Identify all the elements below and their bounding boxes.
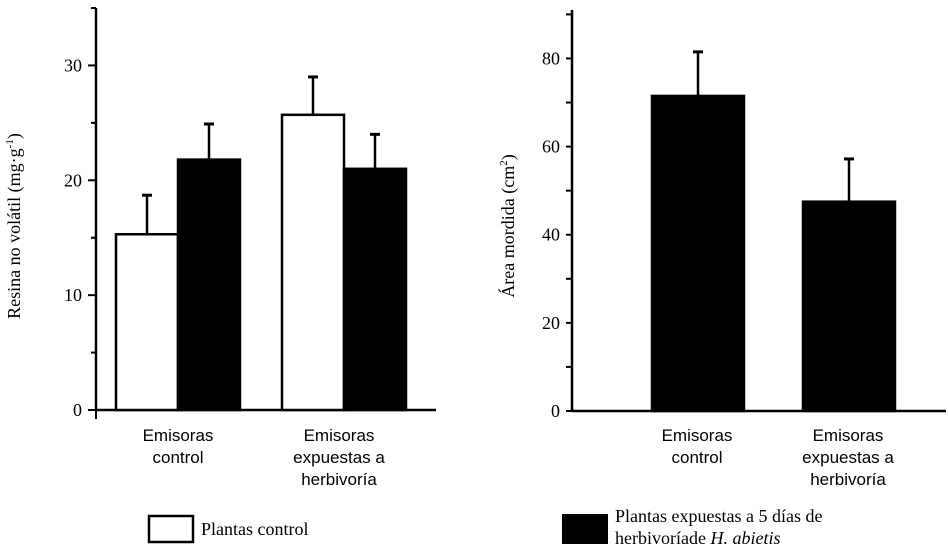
x-category-label: herbivoría [301,470,377,489]
x-category-label: Emisoras [304,426,375,445]
y-tick-label: 40 [542,225,560,245]
legend-label-herbivory-line1: Plantas expuestas a 5 días de [615,506,822,526]
bar [114,233,180,412]
y-axis-label-main: Resina no volátil (mg·g [4,148,25,318]
legend-label-herbivory-text: herbivoríade [615,528,710,548]
x-category-label: expuestas a [293,448,385,467]
bar [176,158,242,412]
y-axis-label: Resina no volátil (mg·g-1) [4,133,25,319]
bar [801,200,897,413]
legend-swatch-herbivory [562,514,608,544]
legend-label-herbivory-line2: herbivoríade H. abietis [615,528,780,548]
y-tick-label: 80 [542,48,560,68]
legend-label-control: Plantas control [201,519,308,539]
bar [280,113,346,412]
legends: Plantas control Plantas expuestas a 5 día… [147,506,822,548]
x-category-label: herbivoría [810,470,886,489]
y-axis-label: Área mordida (cm2) [497,154,519,297]
y-tick-label: 30 [64,55,82,75]
x-category-label: expuestas a [802,448,894,467]
y-axis-label-sup: 2 [498,160,510,166]
y-tick-label: 10 [64,285,82,305]
bar [342,167,408,412]
legend-swatch-control [147,514,195,544]
y-tick-label: 0 [73,400,82,420]
x-category-label: control [152,448,203,467]
y-tick-label: 0 [551,401,560,421]
y-tick-label: 20 [64,170,82,190]
x-category-label: Emisoras [143,426,214,445]
x-category-label: control [671,448,722,467]
bar [650,94,746,413]
y-axis-label-main: Área mordida (cm [497,166,519,298]
y-axis-label-sup: -1 [4,139,16,148]
y-tick-label: 20 [542,313,560,333]
chart-area-mordida: 0 20 40 60 80 Área mordida (cm2) Emisoras contr… [497,10,946,489]
x-category-label: Emisoras [813,426,884,445]
y-tick-label: 60 [542,137,560,157]
x-category-label: Emisoras [662,426,733,445]
y-axis-label-tail: ) [4,133,25,139]
legend-label-herbivory-species: H. abietis [709,528,780,548]
y-axis-label-tail: ) [498,154,519,160]
chart-resina: 0 10 20 30 Resina no volátil (mg·g-1) Emisora… [4,7,436,489]
